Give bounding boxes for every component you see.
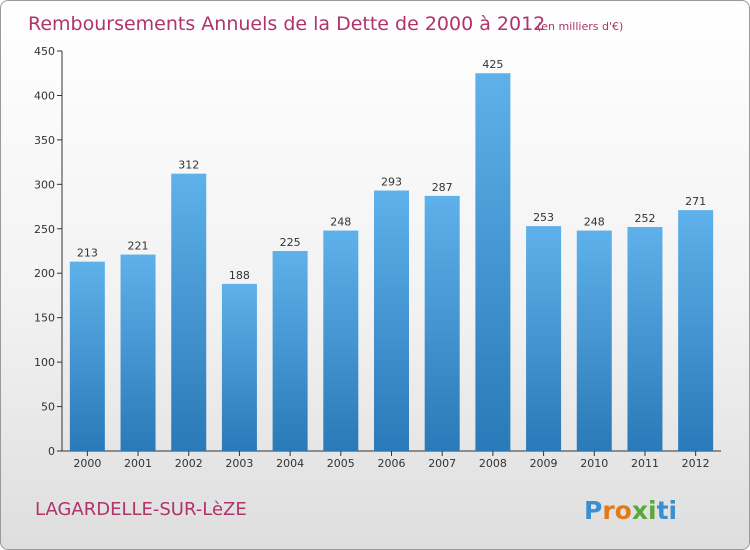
bar-value-label: 312 [178,159,199,172]
bar-value-label: 425 [482,58,503,71]
chart-unit-note: (en milliers d'€) [537,20,623,33]
bar [374,190,409,452]
logo-letter: t [657,496,669,525]
x-tick-label: 2000 [73,457,101,470]
logo-letter: i [648,496,657,525]
bar-value-label: 188 [229,269,250,282]
x-tick-label: 2007 [428,457,456,470]
proxiti-logo: Proxiti [584,496,677,525]
bar-value-label: 252 [634,212,655,225]
logo-letter: o [615,496,632,525]
chart-title: Remboursements Annuels de la Dette de 20… [28,13,545,35]
bar [526,226,562,451]
bar-value-label: 293 [381,176,402,189]
bar [576,230,612,451]
y-tick-label: 250 [34,223,55,236]
x-tick-label: 2009 [530,457,558,470]
y-tick-label: 50 [41,401,55,414]
logo-text: Proxiti [584,496,677,525]
logo-letter: r [602,496,615,525]
commune-name: LAGARDELLE-SUR-LèZE [35,499,247,520]
x-tick-label: 2003 [225,457,253,470]
logo-letter: i [669,496,678,525]
y-tick-label: 300 [34,178,55,191]
bar-value-label: 248 [584,216,605,229]
bar [424,195,460,451]
bar-value-label: 221 [128,240,149,253]
bar-value-label: 253 [533,211,554,224]
x-tick-label: 2005 [327,457,355,470]
bar-value-label: 225 [280,236,301,249]
bar [171,173,207,451]
bar-value-label: 287 [432,181,453,194]
bar [69,261,105,451]
x-tick-label: 2006 [378,457,406,470]
bar [272,251,308,451]
bar [475,73,511,451]
x-tick-label: 2001 [124,457,152,470]
x-tick-label: 2004 [276,457,304,470]
x-tick-label: 2011 [631,457,659,470]
y-tick-label: 0 [48,445,55,458]
bar [221,283,257,451]
bar [323,230,359,451]
bar [627,227,663,451]
plot-area: 0 50 100 150 200 250 300 350 400 450 213 2000 221 200… [34,45,721,470]
logo-letter: P [584,496,602,525]
x-tick-label: 2002 [175,457,203,470]
y-tick-label: 200 [34,267,55,280]
bar [678,210,714,451]
y-tick-label: 450 [34,45,55,58]
y-tick-label: 350 [34,134,55,147]
bar [120,254,156,451]
logo-letter: x [632,496,648,525]
bar-value-label: 271 [685,195,706,208]
x-tick-label: 2008 [479,457,507,470]
x-tick-label: 2012 [682,457,710,470]
bar-value-label: 248 [330,216,351,229]
y-tick-label: 150 [34,312,55,325]
y-tick-label: 100 [34,356,55,369]
bar-value-label: 213 [77,247,98,260]
y-tick-label: 400 [34,89,55,102]
x-tick-label: 2010 [580,457,608,470]
